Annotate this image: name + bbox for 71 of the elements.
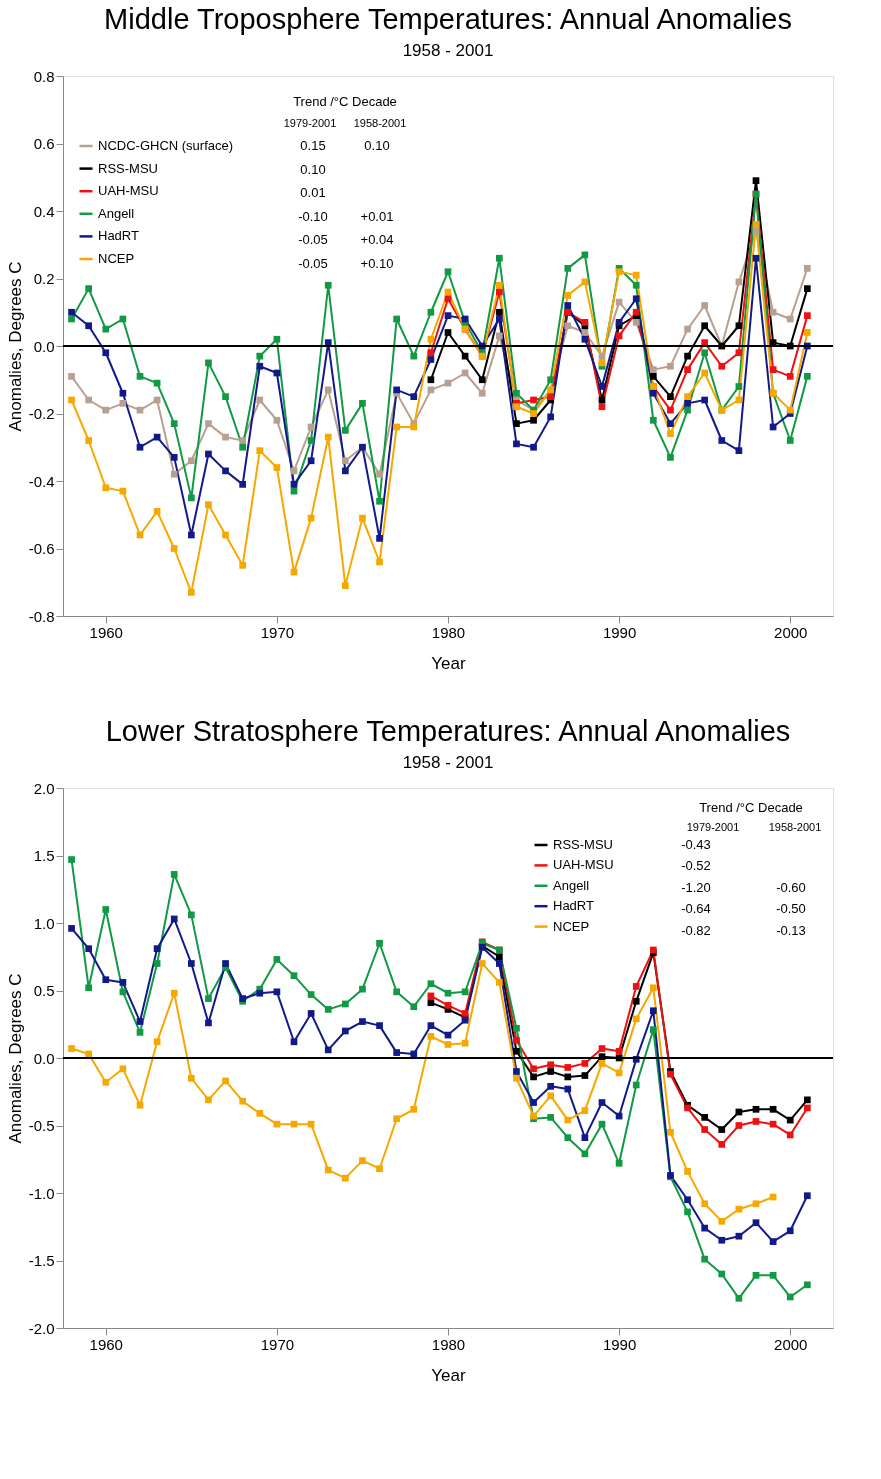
x-axis-title: Year [431,653,467,673]
legend-label: NCDC-GHCN (surface) [98,138,234,153]
y-axis-title: Anomalies, Degrees C [5,261,25,432]
annotation: 1958-2001 [353,117,407,129]
y-tick-label: 2.0 [33,779,55,797]
annotation: 0.10 [364,138,390,153]
annotation: -0.52 [681,858,711,874]
legend-label: UAH-MSU [553,857,614,873]
chart-title: Middle Troposphere Temperatures: Annual Anomalies [104,3,792,35]
annotation: -0.43 [681,837,711,852]
legend-label: UAH-MSU [98,183,159,199]
annotation: -0.64 [681,901,711,917]
y-tick-label: 0.0 [33,337,55,355]
legend-label: NCEP [98,251,135,266]
annotation: -0.05 [298,256,328,271]
x-tick-label: 1960 [89,623,123,641]
annotation: 1979-2001 [686,821,740,833]
annotation: Trend /°C Decade [699,800,803,815]
y-tick-label: -1.5 [28,1252,55,1269]
chart-subtitle: 1958 - 2001 [402,41,494,60]
annotation: 0.01 [300,185,326,201]
y-tick-label: 0.0 [33,1049,55,1067]
x-tick-label: 1990 [602,623,637,641]
y-tick-label: -1.0 [28,1184,55,1202]
annotation: -0.05 [298,232,328,248]
annotation: -0.82 [681,922,711,938]
x-tick-label: 2000 [774,623,808,641]
y-tick-label: 1.5 [33,847,55,864]
legend-label: HadRT [553,898,594,914]
annotation: 1958-2001 [768,821,822,833]
annotation: +0.04 [360,232,394,248]
x-tick-label: 1980 [431,1335,466,1353]
legend-label: RSS-MSU [98,160,158,176]
annotation: 0.15 [300,138,326,153]
legend-label: Angell [98,205,135,221]
y-tick-label: -0.5 [28,1117,55,1134]
chart-title: Lower Stratosphere Temperatures: Annual Anomalies [105,715,791,747]
y-tick-label: 0.6 [33,135,55,152]
annotation: -0.50 [776,901,806,917]
y-tick-label: 1.0 [33,914,55,932]
chart-subtitle: 1958 - 2001 [402,753,494,772]
y-tick-label: 0.4 [33,202,55,220]
annotation: +0.01 [360,208,394,224]
annotation: 1979-2001 [283,117,337,129]
x-tick-label: 1980 [431,623,466,641]
x-tick-label: 2000 [774,1335,808,1353]
y-tick-label: -0.8 [28,607,55,625]
legend-label: NCEP [553,918,590,934]
y-axis-title: Anomalies, Degrees C [5,973,25,1144]
legend-label: Angell [553,877,590,893]
annotation: -0.13 [776,922,806,938]
annotation: -0.60 [776,879,806,895]
x-axis-title: Year [431,1365,467,1385]
y-tick-label: -0.2 [28,405,55,422]
annotation: -1.20 [681,879,711,895]
annotation: -0.10 [298,208,328,224]
legend-label: RSS-MSU [553,837,613,852]
x-tick-label: 1960 [89,1335,123,1353]
y-tick-label: 0.8 [33,67,55,85]
y-tick-label: -0.4 [28,472,55,490]
annotation: Trend /°C Decade [293,94,397,109]
y-tick-label: 0.5 [33,982,55,999]
legend-label: HadRT [98,228,139,244]
annotation: +0.10 [360,256,394,271]
y-tick-label: -2.0 [28,1319,55,1337]
x-tick-label: 1990 [602,1335,637,1353]
x-tick-label: 1970 [260,623,295,641]
annotation: 0.10 [300,161,326,177]
y-tick-label: -0.6 [28,540,55,557]
x-tick-label: 1970 [260,1335,295,1353]
y-tick-label: 0.2 [33,270,55,287]
